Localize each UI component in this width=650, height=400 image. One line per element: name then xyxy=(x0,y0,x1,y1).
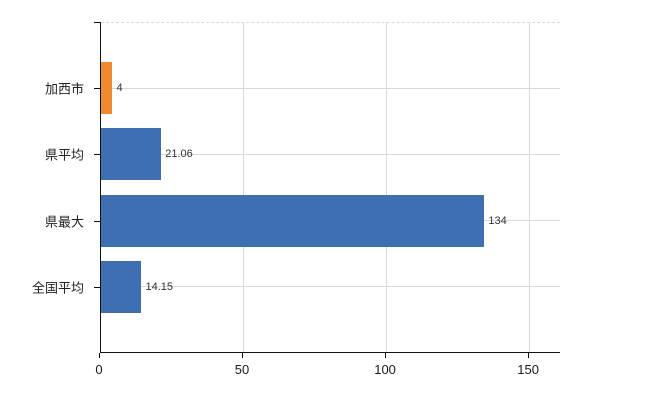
x-axis-tick-mark xyxy=(385,353,387,358)
bar-3 xyxy=(101,194,485,247)
y-axis-top-tick-mark xyxy=(94,22,100,23)
gridline-horizontal xyxy=(101,286,560,288)
x-axis-tick-mark xyxy=(242,353,244,358)
bar-value-label: 4 xyxy=(116,82,123,95)
gridline-vertical xyxy=(386,22,388,352)
gridline-horizontal xyxy=(101,87,560,89)
x-axis-tick-mark xyxy=(528,353,530,358)
x-axis-tick-label: 150 xyxy=(517,362,539,377)
plot-area: 4 21.06 134 14.15 xyxy=(100,22,560,353)
bar-value-label: 14.15 xyxy=(145,280,173,293)
y-axis-tick-mark xyxy=(94,286,100,288)
bar-2 xyxy=(101,128,162,181)
x-axis-tick-label: 0 xyxy=(95,362,103,377)
gridline-vertical xyxy=(243,22,245,352)
category-label: 全国平均 xyxy=(31,280,84,296)
category-label: 県平均 xyxy=(44,147,84,163)
plot-top-gridline xyxy=(101,22,560,23)
bar-value-label: 21.06 xyxy=(165,148,193,161)
x-axis-tick-label: 100 xyxy=(374,362,396,377)
bar-value-label: 134 xyxy=(488,214,507,227)
x-axis-tick-label: 50 xyxy=(234,362,250,377)
y-axis-tick-mark xyxy=(94,154,100,156)
category-label: 加西市 xyxy=(44,81,84,97)
y-axis-tick-mark xyxy=(94,88,100,90)
bar-4 xyxy=(101,260,142,313)
x-axis-tick-mark xyxy=(99,353,100,358)
y-axis-tick-mark xyxy=(94,220,100,222)
gridline-horizontal xyxy=(101,153,560,155)
bar-1 xyxy=(101,62,113,115)
gridline-vertical xyxy=(529,22,531,352)
category-label: 県最大 xyxy=(44,214,84,230)
